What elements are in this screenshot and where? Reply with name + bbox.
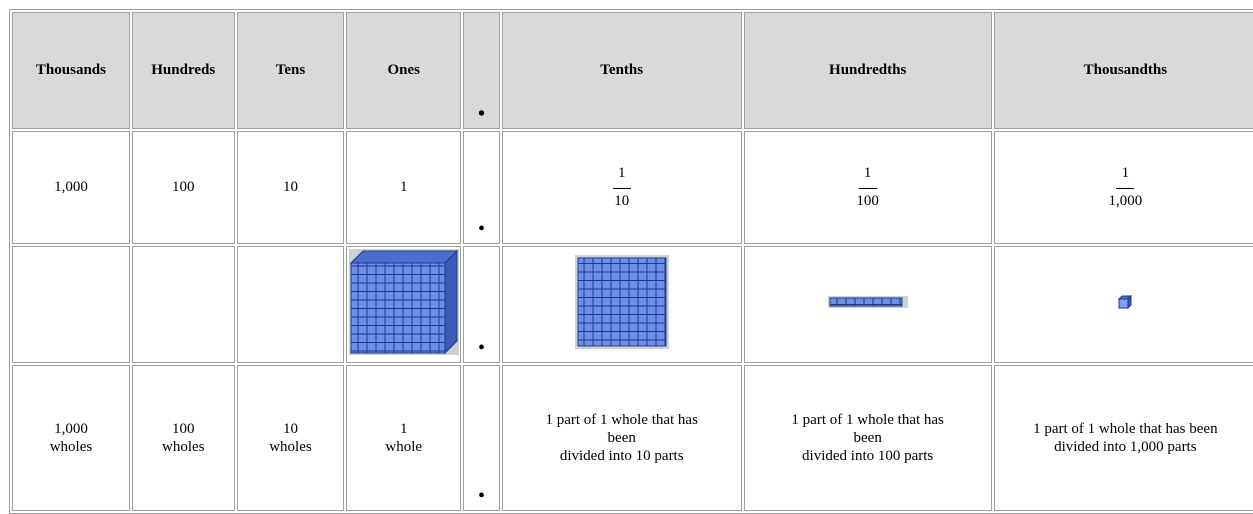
cell: 100 <box>131 131 235 244</box>
header-cell: Tens <box>236 12 345 129</box>
cell <box>236 246 345 363</box>
text-line: 1 <box>399 421 408 437</box>
cell <box>346 246 462 363</box>
text-line: 1,000 <box>54 421 88 437</box>
numerator: 1 <box>858 165 877 189</box>
text-line: 1 part of 1 whole that has been <box>1033 421 1218 437</box>
cube-image <box>348 249 459 355</box>
cell: 1 <box>346 131 462 244</box>
value-row: 1,000 100 10 1 • 1 10 1 100 1 1,000 <box>12 131 1253 244</box>
page: Thousands Hundreds Tens Ones • Tenths Hu… <box>9 9 1253 514</box>
image-row: • <box>12 246 1253 363</box>
header-cell: Tenths <box>501 12 742 129</box>
text-line: 100 <box>171 421 195 437</box>
rod-image <box>827 296 908 308</box>
text-line: wholes <box>161 439 205 455</box>
text-line: 1 part of 1 whole that has <box>791 412 944 428</box>
numerator: 1 <box>1116 165 1135 189</box>
text-line: been <box>853 430 882 446</box>
header-cell: Thousands <box>12 12 130 129</box>
fraction: 1 100 <box>856 165 879 210</box>
denominator: 10 <box>614 193 630 209</box>
header-cell: Hundredths <box>743 12 992 129</box>
fraction: 1 1,000 <box>1108 165 1142 210</box>
cell: 10 wholes <box>236 365 345 511</box>
cell: 1 10 <box>501 131 742 244</box>
cell: • <box>463 365 500 511</box>
place-value-table: Thousands Hundreds Tens Ones • Tenths Hu… <box>9 9 1253 514</box>
cell: 100 wholes <box>131 365 235 511</box>
cell: 1 part of 1 whole that has been divided in… <box>501 365 742 511</box>
cell: • <box>463 246 500 363</box>
numerator: 1 <box>612 165 631 189</box>
unit-cube-image <box>1118 294 1133 310</box>
cell: 1 part of 1 whole that has been divided i… <box>993 365 1253 511</box>
fraction: 1 10 <box>612 165 631 210</box>
text-line: 1 part of 1 whole that has <box>545 412 698 428</box>
text-line: wholes <box>269 439 312 455</box>
header-row: Thousands Hundreds Tens Ones • Tenths Hu… <box>12 12 1253 129</box>
text-line: 10 <box>282 421 298 437</box>
header-cell: • <box>463 12 500 129</box>
text-line: divided into 1,000 parts <box>1054 439 1197 455</box>
cell: 1,000 <box>12 131 130 244</box>
text-line: whole <box>385 439 423 455</box>
denominator: 1,000 <box>1108 193 1143 209</box>
description-row: 1,000 wholes 100 wholes 10 wholes 1 whole • … <box>12 365 1253 511</box>
header-cell: Hundreds <box>131 12 235 129</box>
cell <box>993 246 1253 363</box>
cell: • <box>463 131 500 244</box>
text-line: divided into 100 parts <box>802 448 934 464</box>
cell: 1 1,000 <box>993 131 1253 244</box>
cell: 1 part of 1 whole that has been divided in… <box>743 365 992 511</box>
cell <box>743 246 992 363</box>
cell: 1 whole <box>346 365 462 511</box>
cell: 1 100 <box>743 131 992 244</box>
cell: 10 <box>236 131 345 244</box>
text-line: wholes <box>49 439 93 455</box>
text-line: divided into 10 parts <box>559 448 684 464</box>
flat-image <box>574 255 669 349</box>
cell <box>131 246 235 363</box>
text-line: been <box>607 430 636 446</box>
cell <box>12 246 130 363</box>
denominator: 100 <box>856 193 879 209</box>
header-cell: Thousandths <box>993 12 1253 129</box>
cell: 1,000 wholes <box>12 365 130 511</box>
header-cell: Ones <box>346 12 462 129</box>
cell <box>501 246 742 363</box>
